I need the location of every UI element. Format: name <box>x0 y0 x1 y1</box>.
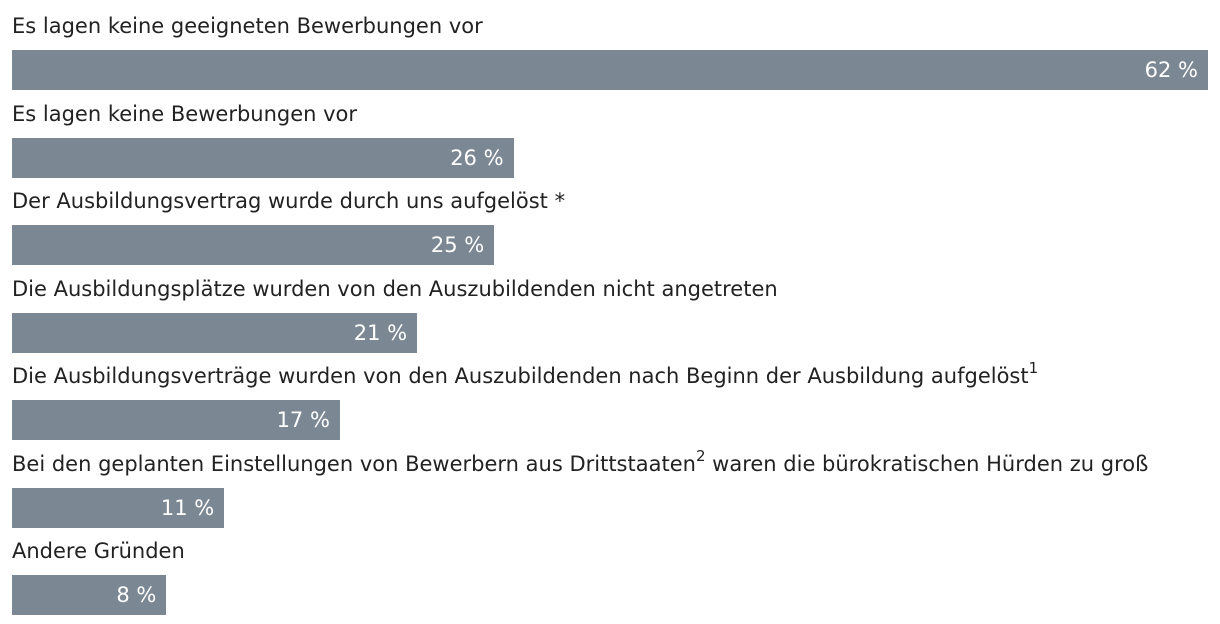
category-label: Die Ausbildungsplätze wurden von den Aus… <box>12 275 778 303</box>
value-label: 11 % <box>160 495 215 520</box>
bar-row: Bei den geplanten Einstellungen von Bewe… <box>12 440 1212 528</box>
bar: 17 % <box>12 400 340 440</box>
category-label-continuation: waren die bürokratischen Hürden zu groß <box>705 451 1149 476</box>
value-label: 26 % <box>450 145 504 170</box>
category-label: Bei den geplanten Einstellungen von Bewe… <box>12 446 1149 478</box>
footnote-marker: 2 <box>695 446 706 465</box>
value-label: 25 % <box>430 233 485 257</box>
bar-row: Die Ausbildungsplätze wurden von den Aus… <box>12 265 1212 353</box>
bar: 21 % <box>12 312 418 353</box>
bar: 11 % <box>12 487 225 528</box>
category-label: Der Ausbildungsvertrag wurde durch uns a… <box>12 187 565 215</box>
bar-row: Es lagen keine Bewerbungen vor 26 % <box>12 90 1212 178</box>
category-label-text: Bei den geplanten Einstellungen von Bewe… <box>12 451 696 476</box>
bar-row: Der Ausbildungsvertrag wurde durch uns a… <box>12 177 1212 265</box>
value-label: 17 % <box>276 408 330 432</box>
bar: 25 % <box>12 225 495 265</box>
bar: 26 % <box>12 137 514 178</box>
bar-row: Andere Gründen 8 % <box>12 527 1212 615</box>
bar: 62 % <box>12 50 1208 90</box>
category-label: Es lagen keine geeigneten Bewerbungen vo… <box>12 12 483 40</box>
category-label-text: Andere Gründen <box>12 539 185 563</box>
category-label: Andere Gründen <box>12 537 185 565</box>
category-label-text: Der Ausbildungsvertrag wurde durch uns a… <box>12 189 566 213</box>
value-label: 8 % <box>116 583 157 607</box>
bar: 8 % <box>12 575 167 615</box>
footnote-marker: 1 <box>1028 359 1039 377</box>
category-label-text: Es lagen keine Bewerbungen vor <box>12 101 358 126</box>
bar-row: Es lagen keine geeigneten Bewerbungen vo… <box>12 2 1212 90</box>
category-label: Es lagen keine Bewerbungen vor <box>12 100 357 128</box>
value-label: 21 % <box>353 320 408 345</box>
value-label: 62 % <box>1144 58 1198 82</box>
category-label: Die Ausbildungsverträge wurden von den A… <box>12 359 1039 390</box>
category-label-text: Es lagen keine geeigneten Bewerbungen vo… <box>12 14 483 38</box>
category-label-text: Die Ausbildungsverträge wurden von den A… <box>12 364 1029 388</box>
category-label-text: Die Ausbildungsplätze wurden von den Aus… <box>12 276 778 301</box>
bar-row: Die Ausbildungsverträge wurden von den A… <box>12 352 1212 440</box>
